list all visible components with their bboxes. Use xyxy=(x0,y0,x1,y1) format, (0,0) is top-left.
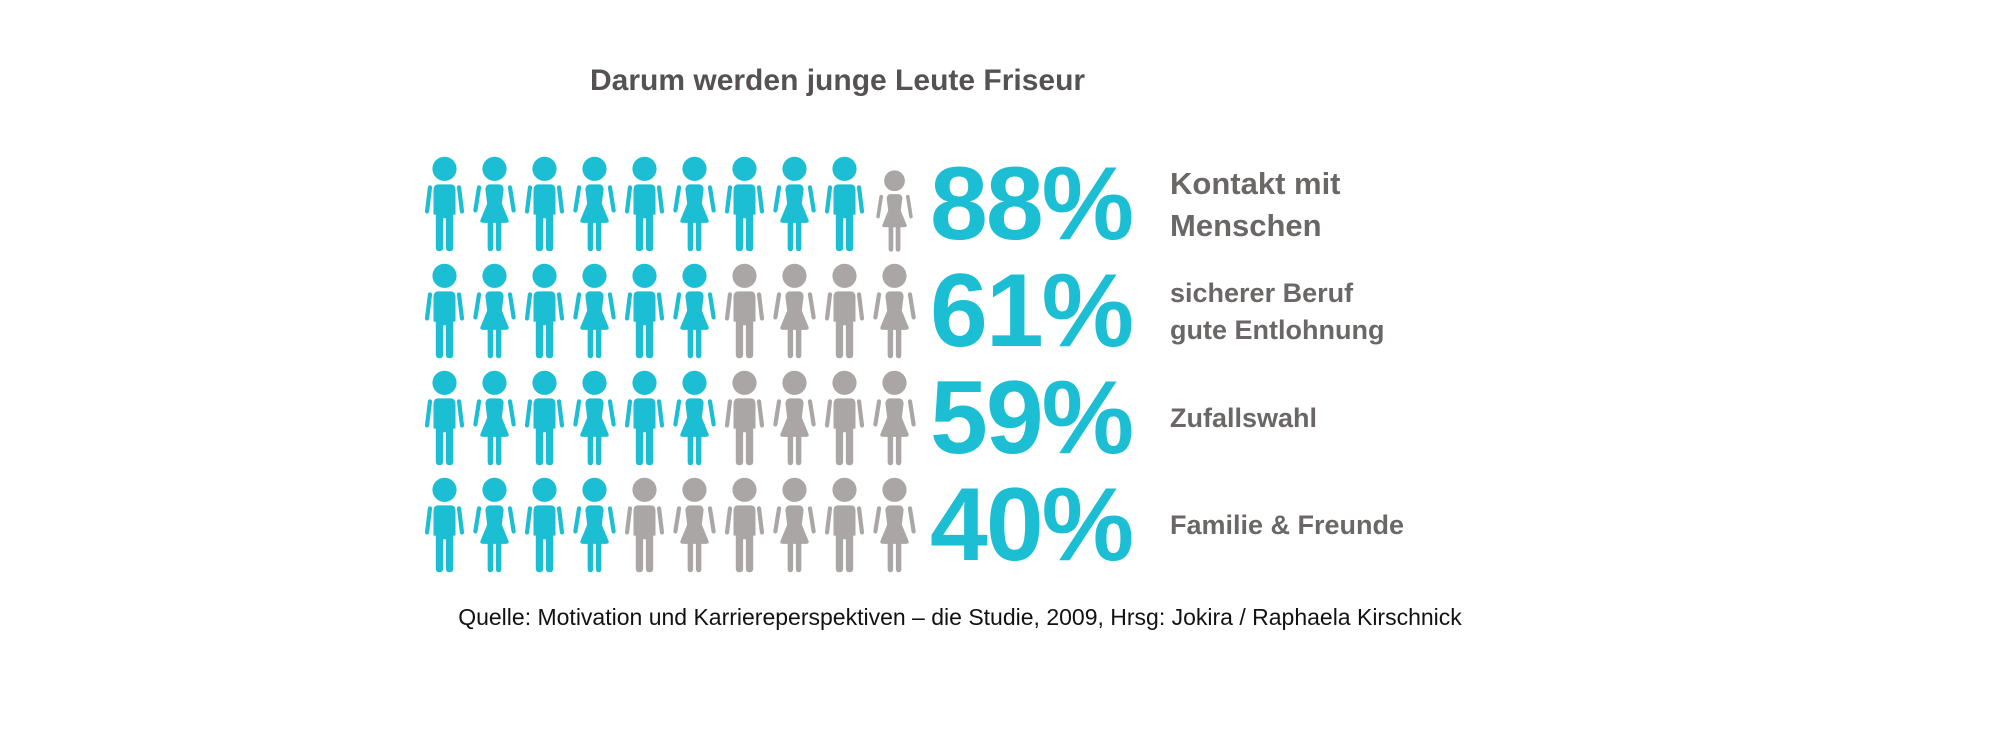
person-icon-female xyxy=(871,477,918,575)
icon-row xyxy=(421,370,930,468)
person-icon-female xyxy=(471,263,518,361)
person-icon-female xyxy=(571,477,618,575)
person-icon-female xyxy=(874,169,914,253)
percent-value: 61% xyxy=(930,253,1134,369)
person-icon-female xyxy=(471,370,518,468)
person-icon-male xyxy=(821,263,868,361)
person-icon-female xyxy=(771,477,818,575)
person-icon-male xyxy=(621,477,668,575)
person-icon-female xyxy=(671,370,718,468)
person-icon-female xyxy=(771,156,818,254)
person-icon-male xyxy=(521,263,568,361)
person-icon-male xyxy=(621,370,668,468)
row-label-line: sicherer Beruf xyxy=(1170,277,1354,308)
person-icon-male xyxy=(421,156,468,254)
person-icon-male xyxy=(421,477,468,575)
percent-value: 88% xyxy=(930,146,1134,262)
pictogram-row: 40% Familie & Freunde xyxy=(421,472,1404,579)
pictogram-row: 61% sicherer Beruf gute Entlohnung xyxy=(421,258,1404,365)
row-label-line: Menschen xyxy=(1170,207,1322,243)
person-icon-male xyxy=(821,156,868,254)
icon-row xyxy=(421,263,930,361)
person-icon-female xyxy=(471,156,518,254)
pictogram-rows: 88% Kontakt mit Menschen 61% sicherer Ber… xyxy=(421,151,1404,579)
row-label: Zufallswahl xyxy=(1148,400,1404,437)
person-icon-male xyxy=(521,156,568,254)
icon-row xyxy=(421,156,930,254)
row-label-line: Zufallswahl xyxy=(1170,403,1318,433)
person-icon-male xyxy=(421,370,468,468)
pictogram-row: 88% Kontakt mit Menschen xyxy=(421,151,1404,258)
person-icon-female xyxy=(871,370,918,468)
row-label-line: Familie & Freunde xyxy=(1170,510,1405,540)
person-icon-male xyxy=(721,370,768,468)
person-icon-female xyxy=(471,477,518,575)
row-label: Familie & Freunde xyxy=(1148,507,1404,544)
row-label-line: gute Entlohnung xyxy=(1170,314,1385,345)
person-icon-male xyxy=(821,477,868,575)
source-caption: Quelle: Motivation und Karriereperspekti… xyxy=(458,604,1462,630)
person-icon-male xyxy=(521,477,568,575)
percent-value: 59% xyxy=(930,360,1134,476)
person-icon-male xyxy=(521,370,568,468)
icon-row xyxy=(421,477,930,575)
percent-value: 40% xyxy=(930,467,1134,583)
person-icon-male xyxy=(721,263,768,361)
page-title: Darum werden junge Leute Friseur xyxy=(590,64,1086,97)
pictogram-row: 59% Zufallswahl xyxy=(421,365,1404,472)
person-icon-male xyxy=(821,370,868,468)
person-icon-male xyxy=(621,156,668,254)
person-icon-female xyxy=(571,156,618,254)
person-icon-female xyxy=(671,156,718,254)
person-icon-female xyxy=(571,263,618,361)
person-icon-male xyxy=(621,263,668,361)
person-icon-male xyxy=(721,477,768,575)
person-icon-female xyxy=(871,263,918,361)
person-icon-female xyxy=(671,263,718,361)
person-icon-male xyxy=(721,156,768,254)
person-icon-female xyxy=(771,263,818,361)
person-icon-female xyxy=(571,370,618,468)
row-label: sicherer Beruf gute Entlohnung xyxy=(1148,275,1404,349)
row-label: Kontakt mit Menschen xyxy=(1148,163,1404,247)
person-icon-female xyxy=(671,477,718,575)
row-label-line: Kontakt mit xyxy=(1170,165,1341,201)
person-icon-female xyxy=(771,370,818,468)
person-icon-male xyxy=(421,263,468,361)
